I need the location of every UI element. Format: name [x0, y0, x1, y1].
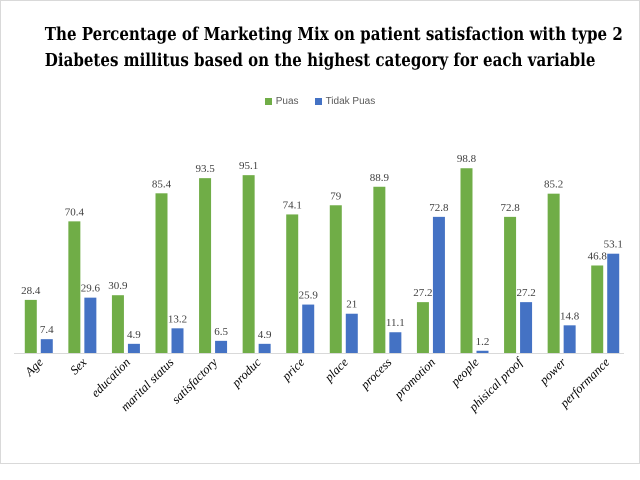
- legend-swatch-puas: [264, 98, 272, 105]
- category-label-power: power: [536, 355, 569, 388]
- legend: Puas Tidak Puas: [0, 96, 640, 107]
- chart-frame: [0, 0, 640, 464]
- value-label-puas-phisical-proof: 72.8: [500, 202, 520, 214]
- value-label-tidak-puas-sex: 29.6: [81, 283, 101, 295]
- bar-tidak-puas-promotion: [432, 216, 445, 353]
- bar-tidak-puas-satisfactory: [215, 340, 228, 353]
- legend-item-puas: Puas: [264, 96, 299, 107]
- bar-tidak-puas-price: [302, 304, 315, 353]
- category-label-people: people: [447, 355, 481, 389]
- value-label-tidak-puas-produc: 4.9: [258, 329, 272, 341]
- category-label-education: education: [88, 355, 133, 400]
- bar-tidak-puas-process: [389, 332, 402, 353]
- value-label-puas-people: 98.8: [457, 153, 477, 165]
- value-label-puas-marital-status: 85.4: [152, 178, 172, 190]
- value-label-tidak-puas-phisical-proof: 27.2: [516, 287, 535, 299]
- category-label-process: process: [357, 355, 394, 392]
- value-label-puas-price: 74.1: [283, 199, 302, 211]
- value-label-tidak-puas-people: 1.2: [476, 336, 490, 348]
- category-label-satisfactory: satisfactory: [169, 355, 220, 406]
- bar-tidak-puas-marital-status: [171, 328, 184, 353]
- bar-puas-promotion: [416, 302, 429, 353]
- bar-puas-marital-status: [155, 193, 168, 353]
- value-label-tidak-puas-place: 21: [346, 299, 357, 311]
- bar-tidak-puas-power: [563, 325, 576, 353]
- bar-puas-performance: [591, 265, 604, 353]
- bar-tidak-puas-education: [127, 343, 140, 353]
- bar-puas-sex: [68, 221, 81, 353]
- bar-tidak-puas-place: [345, 313, 358, 353]
- value-label-tidak-puas-education: 4.9: [127, 329, 141, 341]
- value-label-puas-satisfactory: 93.5: [195, 163, 215, 175]
- value-label-tidak-puas-age: 7.4: [40, 324, 54, 336]
- bar-puas-power: [547, 193, 560, 353]
- bar-tidak-puas-age: [40, 339, 53, 353]
- value-label-tidak-puas-process: 11.1: [386, 317, 405, 329]
- value-label-puas-produc: 95.1: [239, 160, 258, 172]
- value-label-puas-performance: 46.8: [588, 250, 608, 262]
- bar-puas-education: [111, 295, 124, 353]
- value-label-puas-place: 79: [330, 190, 342, 202]
- category-label-sex: Sex: [67, 355, 89, 377]
- category-label-price: price: [279, 355, 308, 384]
- bar-puas-age: [24, 299, 37, 353]
- bar-puas-phisical-proof: [504, 216, 517, 353]
- value-label-puas-process: 88.9: [370, 172, 390, 184]
- bar-puas-price: [286, 214, 299, 353]
- legend-swatch-tidak-puas: [314, 98, 322, 105]
- value-label-tidak-puas-satisfactory: 6.5: [214, 326, 228, 338]
- value-label-tidak-puas-marital-status: 13.2: [168, 313, 187, 325]
- legend-label-tidak-puas: Tidak Puas: [325, 96, 376, 107]
- bar-tidak-puas-produc: [258, 343, 271, 353]
- chart-title-line-2: Diabetes millitus based on the highest c…: [44, 51, 596, 71]
- legend-label-puas: Puas: [275, 96, 299, 107]
- bar-tidak-puas-sex: [84, 297, 97, 353]
- legend-item-tidak-puas: Tidak Puas: [314, 96, 376, 107]
- bar-puas-place: [329, 205, 342, 353]
- value-label-tidak-puas-promotion: 72.8: [429, 202, 449, 214]
- value-label-tidak-puas-performance: 53.1: [604, 239, 623, 251]
- value-label-puas-promotion: 27.2: [413, 287, 432, 299]
- bar-puas-process: [373, 186, 386, 353]
- value-label-puas-power: 85.2: [544, 179, 563, 191]
- chart-title-line-1: The Percentage of Marketing Mix on patie…: [44, 25, 623, 45]
- bar-tidak-puas-phisical-proof: [520, 302, 533, 353]
- bar-puas-produc: [242, 175, 255, 353]
- category-label-age: Age: [22, 355, 47, 380]
- value-label-puas-age: 28.4: [21, 285, 41, 297]
- bar-puas-people: [460, 168, 473, 353]
- value-label-tidak-puas-price: 25.9: [299, 290, 319, 302]
- value-label-puas-sex: 70.4: [65, 206, 85, 218]
- value-label-puas-education: 30.9: [108, 280, 128, 292]
- category-label-promotion: promotion: [391, 355, 438, 402]
- bar-puas-satisfactory: [199, 178, 212, 353]
- value-label-tidak-puas-power: 14.8: [560, 310, 580, 322]
- category-label-produc: produc: [228, 355, 264, 391]
- category-label-place: place: [321, 355, 351, 385]
- bar-tidak-puas-people: [476, 350, 489, 353]
- bar-tidak-puas-performance: [607, 253, 620, 353]
- chart-title: The Percentage of Marketing Mix on patie…: [44, 22, 623, 74]
